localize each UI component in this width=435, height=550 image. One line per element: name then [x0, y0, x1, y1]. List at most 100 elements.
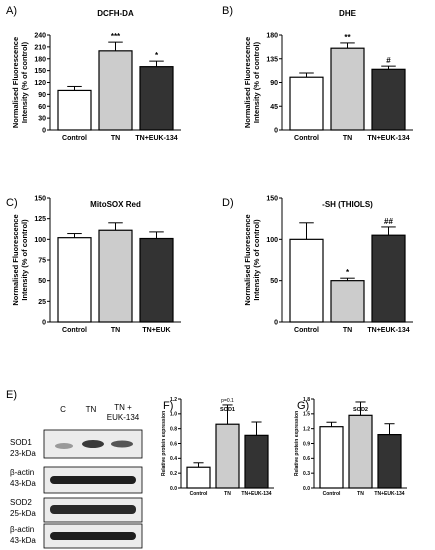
category-label: Control [294, 327, 319, 334]
y-tick-label: 60 [38, 104, 46, 111]
category-label: TN [111, 327, 120, 334]
category-label: TN [111, 135, 120, 142]
y-tick-label: 0.9 [303, 441, 310, 447]
y-tick-label: 180 [266, 33, 278, 40]
category-label: Control [323, 491, 341, 497]
y-tick-label: 45 [270, 104, 278, 111]
category-label: TN+EUK-134 [367, 327, 409, 334]
y-axis-label: Relative protein expression [294, 411, 300, 476]
bar-tn-euk-134 [377, 434, 402, 489]
category-label: TN [343, 135, 352, 142]
blot-size-actin2: 43-kDa [10, 536, 36, 545]
y-tick-label: 0 [42, 128, 46, 135]
panel-label: F) [163, 400, 173, 412]
y-tick-label: 1.0 [170, 412, 177, 418]
bar-tn [98, 229, 133, 323]
blot-protein-actin2: β-actin [10, 525, 34, 534]
panel-label: C) [6, 197, 18, 209]
bar-tn-euk-134 [244, 434, 269, 489]
y-tick-label: 100 [34, 237, 46, 244]
blot-protein-sod1: SOD1 [10, 438, 32, 447]
category-label: TN+EUK-134 [135, 135, 177, 142]
lane-label-tn: TN [86, 405, 97, 414]
band-sod1-euk [111, 440, 133, 448]
bar-control [289, 76, 324, 131]
category-label: TN+EUK-134 [241, 491, 271, 497]
y-tick-label: 0.6 [170, 441, 177, 447]
y-axis-label: Normalised FluorescenceIntensity (% of c… [11, 214, 29, 305]
y-tick-label: 0 [274, 320, 278, 327]
significance-label: *** [111, 32, 121, 41]
chart-4: F)SOD1Relative protein expression0.00.20… [161, 397, 274, 497]
bar-tn-euk-134 [139, 66, 174, 131]
significance-label: p=0.1 [221, 398, 234, 404]
category-label: Control [62, 327, 87, 334]
y-tick-label: 180 [34, 56, 46, 63]
y-tick-label: 150 [266, 196, 278, 203]
panel-label-e: E) [6, 389, 17, 401]
y-tick-label: 125 [34, 216, 46, 223]
y-tick-label: 210 [34, 44, 46, 51]
band-actin1 [50, 476, 136, 484]
y-tick-label: 1.8 [303, 397, 310, 403]
y-tick-label: 135 [266, 56, 278, 63]
blot-size-sod1: 23-kDa [10, 449, 36, 458]
y-tick-label: 25 [38, 299, 46, 306]
y-tick-label: 1.2 [303, 426, 310, 432]
y-axis-label: Relative protein expression [161, 411, 167, 476]
category-label: TN+EUK-134 [367, 135, 409, 142]
chart-5: G)SOD2Relative protein expression0.00.30… [294, 397, 407, 497]
band-sod2 [50, 505, 136, 514]
panel-label: A) [6, 5, 17, 17]
y-tick-label: 30 [38, 116, 46, 123]
category-label: TN [357, 491, 364, 497]
lane-label-c: C [60, 405, 66, 414]
panel-label: G) [297, 400, 309, 412]
chart-3: D) -SH (THIOLS) Normalised FluorescenceInt… [222, 196, 413, 334]
blot-size-sod2: 25-kDa [10, 509, 36, 518]
chart-title: DHE [339, 9, 357, 18]
y-tick-label: 50 [270, 278, 278, 285]
blot-protein-actin1: β-actin [10, 468, 34, 477]
bar-tn [215, 423, 240, 489]
bar-tn-euk-134 [371, 68, 406, 131]
bar-tn-euk [139, 237, 174, 323]
bar-control [289, 238, 324, 323]
y-tick-label: 150 [34, 68, 46, 75]
bar-control [57, 237, 92, 323]
y-tick-label: 0 [274, 128, 278, 135]
western-blot-panel: E) C TN TN + EUK-134 SOD1 23-kDa β-actin … [6, 389, 143, 549]
y-tick-label: 100 [266, 237, 278, 244]
category-label: TN [343, 327, 352, 334]
y-tick-label: 240 [34, 33, 46, 40]
band-sod1-c [55, 443, 73, 449]
y-tick-label: 0.6 [303, 456, 310, 462]
y-tick-label: 0.2 [170, 471, 177, 477]
bar-tn [330, 47, 365, 131]
category-label: Control [62, 135, 87, 142]
category-label: Control [190, 491, 208, 497]
panel-label: B) [222, 5, 233, 17]
significance-label: ## [384, 217, 393, 226]
chart-0: A) DCFH-DA Normalised FluorescenceIntensit… [6, 5, 181, 142]
y-tick-label: 90 [270, 80, 278, 87]
significance-label: * [346, 268, 350, 277]
band-sod1-tn [82, 440, 104, 448]
bar-tn [330, 280, 365, 323]
y-tick-label: 0.0 [303, 486, 310, 492]
y-tick-label: 75 [38, 258, 46, 265]
blot-size-actin1: 43-kDa [10, 479, 36, 488]
y-tick-label: 120 [34, 80, 46, 87]
y-axis-label: Normalised FluorescenceIntensity (% of c… [243, 37, 261, 128]
y-tick-label: 0.3 [303, 471, 310, 477]
y-axis-label: Normalised FluorescenceIntensity (% of c… [11, 37, 29, 128]
chart-title: DCFH-DA [97, 9, 134, 18]
y-tick-label: 0.4 [170, 456, 177, 462]
significance-label: * [155, 51, 159, 60]
y-tick-label: 0.0 [170, 486, 177, 492]
y-tick-label: 0.8 [170, 426, 177, 432]
significance-label: # [386, 56, 391, 65]
bar-tn [98, 50, 133, 131]
chart-1: B) DHE Normalised FluorescenceIntensity (%… [222, 5, 413, 142]
